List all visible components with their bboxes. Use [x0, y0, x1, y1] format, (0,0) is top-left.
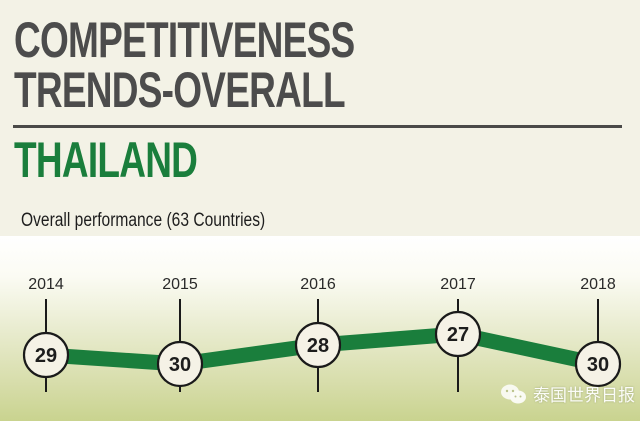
- marker-2017: 27: [434, 310, 482, 358]
- rank-label: 30: [587, 354, 609, 376]
- rank-label: 27: [447, 324, 469, 346]
- marker-2014: 29: [22, 331, 70, 379]
- watermark-text: 泰国世界日报: [533, 386, 635, 405]
- rank-label: 28: [307, 335, 329, 357]
- year-label-2016: 2016: [300, 276, 336, 293]
- year-label-2015: 2015: [162, 276, 198, 293]
- chart-title-line1: COMPETITIVENESS: [14, 12, 355, 68]
- rank-label: 29: [35, 345, 57, 367]
- year-label-2014: 2014: [28, 276, 64, 293]
- watermark: 泰国世界日报: [500, 381, 635, 406]
- wechat-icon: [501, 384, 526, 403]
- marker-2016: 28: [294, 321, 342, 369]
- header-background: [0, 0, 640, 236]
- chart-title-line2: TRENDS-OVERALL: [14, 62, 346, 118]
- country-title: THAILAND: [14, 132, 198, 188]
- year-label-2017: 2017: [440, 276, 476, 293]
- title-divider: [13, 125, 622, 128]
- rank-markers: 29 30 28 27 30: [22, 310, 622, 388]
- rank-label: 30: [169, 354, 191, 376]
- marker-2015: 30: [156, 340, 204, 388]
- marker-2018: 30: [574, 340, 622, 388]
- year-label-2018: 2018: [580, 276, 616, 293]
- chart-subtitle: Overall performance (63 Countries): [21, 210, 266, 231]
